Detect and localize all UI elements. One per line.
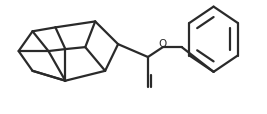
Text: O: O bbox=[159, 38, 167, 48]
